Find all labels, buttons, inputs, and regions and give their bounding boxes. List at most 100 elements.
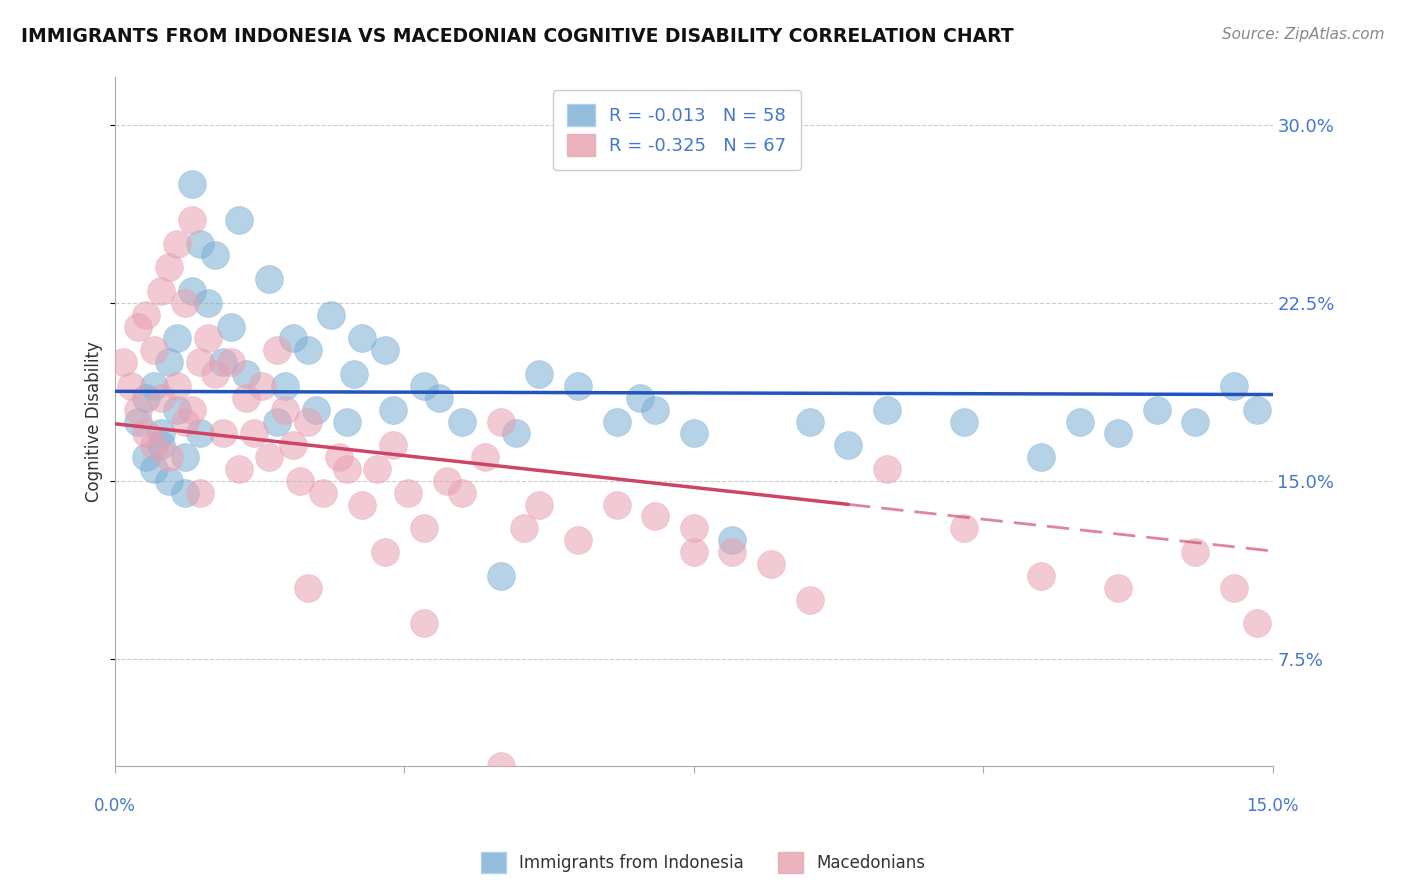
Point — [120, 379, 142, 393]
Point — [474, 450, 496, 464]
Point — [412, 379, 434, 393]
Point — [305, 402, 328, 417]
Point — [1107, 426, 1129, 441]
Point — [451, 485, 474, 500]
Point — [150, 426, 173, 441]
Point — [350, 331, 373, 345]
Point — [1029, 450, 1052, 464]
Point — [281, 438, 304, 452]
Point — [212, 355, 235, 369]
Point — [188, 355, 211, 369]
Point — [606, 498, 628, 512]
Point — [181, 402, 204, 417]
Point — [173, 415, 195, 429]
Point — [606, 415, 628, 429]
Point — [1029, 569, 1052, 583]
Point — [682, 521, 704, 535]
Text: Source: ZipAtlas.com: Source: ZipAtlas.com — [1222, 27, 1385, 42]
Point — [1184, 545, 1206, 559]
Point — [135, 391, 157, 405]
Point — [266, 415, 288, 429]
Point — [381, 402, 404, 417]
Point — [721, 533, 744, 548]
Point — [297, 343, 319, 358]
Point — [181, 178, 204, 192]
Point — [529, 498, 551, 512]
Point — [188, 426, 211, 441]
Point — [150, 391, 173, 405]
Point — [953, 415, 976, 429]
Point — [374, 343, 396, 358]
Point — [135, 308, 157, 322]
Point — [228, 212, 250, 227]
Point — [567, 533, 589, 548]
Y-axis label: Cognitive Disability: Cognitive Disability — [86, 341, 103, 502]
Point — [1223, 581, 1246, 595]
Point — [1184, 415, 1206, 429]
Point — [1146, 402, 1168, 417]
Point — [644, 402, 666, 417]
Point — [281, 331, 304, 345]
Point — [876, 462, 898, 476]
Point — [204, 248, 226, 262]
Point — [505, 426, 527, 441]
Point — [111, 355, 134, 369]
Point — [682, 426, 704, 441]
Point — [321, 308, 343, 322]
Point — [412, 616, 434, 631]
Point — [150, 438, 173, 452]
Point — [135, 450, 157, 464]
Point — [212, 426, 235, 441]
Point — [173, 485, 195, 500]
Point — [328, 450, 350, 464]
Point — [374, 545, 396, 559]
Point — [157, 260, 180, 275]
Point — [181, 284, 204, 298]
Point — [127, 319, 149, 334]
Point — [197, 331, 219, 345]
Point — [266, 343, 288, 358]
Point — [173, 450, 195, 464]
Point — [336, 415, 359, 429]
Point — [243, 426, 266, 441]
Point — [628, 391, 651, 405]
Point — [489, 415, 512, 429]
Point — [219, 319, 242, 334]
Point — [204, 367, 226, 381]
Point — [644, 509, 666, 524]
Point — [412, 521, 434, 535]
Point — [350, 498, 373, 512]
Point — [135, 426, 157, 441]
Point — [312, 485, 335, 500]
Point — [427, 391, 450, 405]
Point — [166, 331, 188, 345]
Legend: Immigrants from Indonesia, Macedonians: Immigrants from Indonesia, Macedonians — [474, 846, 932, 880]
Point — [381, 438, 404, 452]
Point — [228, 462, 250, 476]
Point — [173, 296, 195, 310]
Point — [1069, 415, 1091, 429]
Point — [1246, 402, 1268, 417]
Point — [127, 402, 149, 417]
Point — [513, 521, 536, 535]
Point — [181, 212, 204, 227]
Point — [396, 485, 419, 500]
Point — [259, 450, 281, 464]
Point — [953, 521, 976, 535]
Point — [529, 367, 551, 381]
Point — [142, 462, 165, 476]
Point — [219, 355, 242, 369]
Point — [721, 545, 744, 559]
Point — [188, 236, 211, 251]
Text: 0.0%: 0.0% — [94, 797, 136, 814]
Text: IMMIGRANTS FROM INDONESIA VS MACEDONIAN COGNITIVE DISABILITY CORRELATION CHART: IMMIGRANTS FROM INDONESIA VS MACEDONIAN … — [21, 27, 1014, 45]
Point — [142, 379, 165, 393]
Point — [250, 379, 273, 393]
Point — [837, 438, 859, 452]
Text: 15.0%: 15.0% — [1246, 797, 1299, 814]
Point — [235, 391, 257, 405]
Point — [157, 474, 180, 488]
Point — [1246, 616, 1268, 631]
Point — [166, 402, 188, 417]
Point — [1223, 379, 1246, 393]
